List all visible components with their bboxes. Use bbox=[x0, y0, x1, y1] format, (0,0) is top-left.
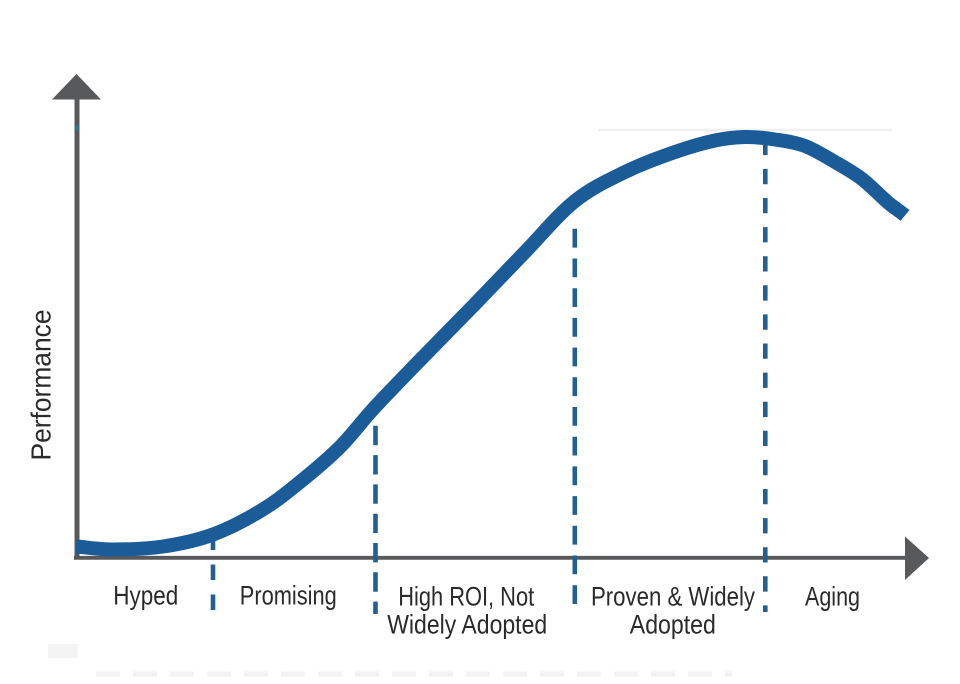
svg-text:Promising: Promising bbox=[240, 581, 337, 611]
svg-text:High ROI, Not: High ROI, Not bbox=[398, 582, 534, 612]
svg-text:Adopted: Adopted bbox=[630, 610, 716, 640]
svg-text:Performance: Performance bbox=[26, 310, 57, 461]
svg-text:Aging: Aging bbox=[805, 582, 860, 612]
svg-text:Hyped: Hyped bbox=[113, 581, 178, 611]
svg-text:Widely Adopted: Widely Adopted bbox=[387, 610, 547, 640]
svg-text:Proven & Widely: Proven & Widely bbox=[591, 582, 755, 612]
